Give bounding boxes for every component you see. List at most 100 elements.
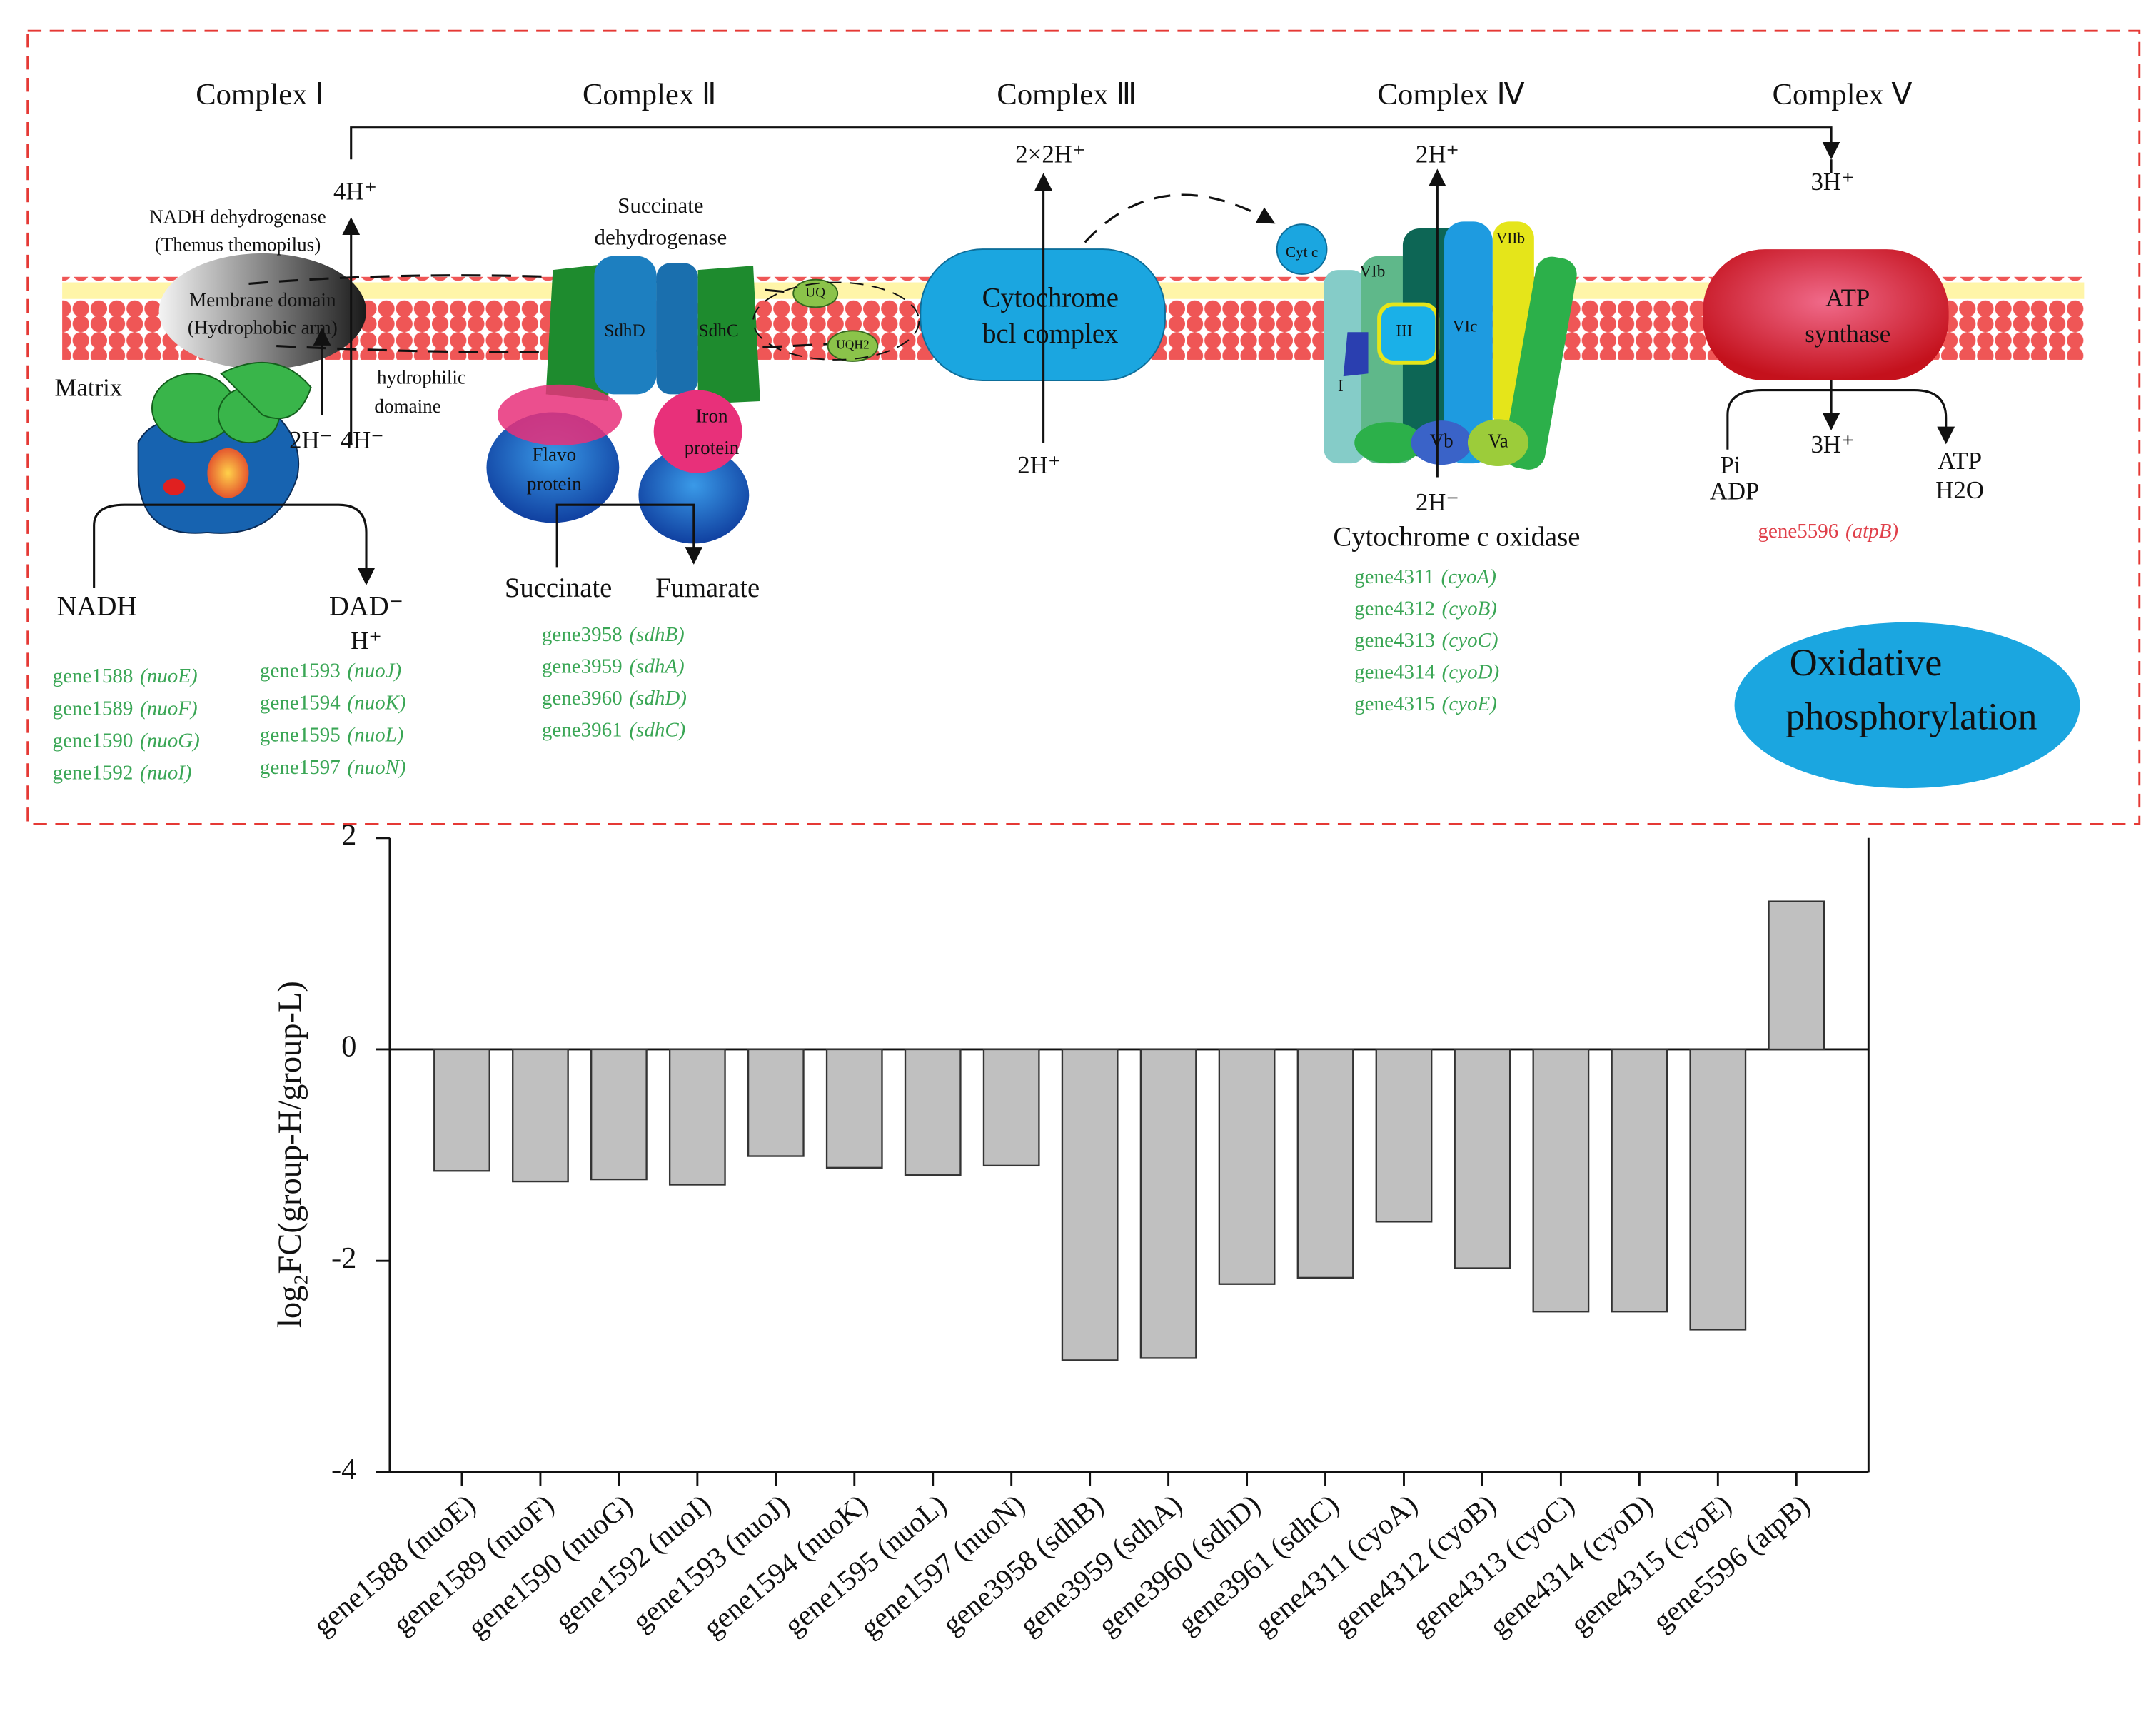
complex-label: Complex Ⅲ <box>997 78 1137 111</box>
gene-symbol: (nuoL) <box>347 723 403 746</box>
subunit <box>1343 332 1369 377</box>
pathway-label: phosphorylation <box>1785 695 2037 738</box>
gene-id: gene3960 <box>542 687 623 710</box>
gene-symbol: (cyoD) <box>1442 660 1500 683</box>
label: dehydrogenase <box>594 225 727 250</box>
cofactor <box>207 448 249 498</box>
bar <box>1139 1048 1197 1359</box>
gene-id: gene1593 <box>260 659 341 682</box>
label: ADP <box>1710 478 1760 505</box>
vb <box>1411 420 1472 465</box>
label: bcl complex <box>982 319 1118 349</box>
label: H2O <box>1935 476 1984 504</box>
gene-label: gene1593 (nuoJ) <box>260 659 401 682</box>
proton-label: 2×2H⁺ <box>1015 140 1085 168</box>
label: protein <box>527 473 582 494</box>
label: VIb <box>1359 262 1385 281</box>
subunit <box>1354 422 1424 464</box>
bar <box>668 1048 726 1186</box>
label: NADH dehydrogenase <box>149 206 326 228</box>
gene-label: gene4312 (cyoB) <box>1354 597 1497 620</box>
gene-label: gene1590 (nuoG) <box>53 729 200 752</box>
label: protein <box>685 437 740 458</box>
y-tick-label: 0 <box>341 1030 356 1064</box>
gene-symbol: (nuoI) <box>140 761 192 784</box>
complex-label: Complex Ⅳ <box>1378 78 1526 111</box>
subunit <box>1444 221 1493 464</box>
subunit <box>697 266 760 404</box>
label: Fumarate <box>655 573 760 603</box>
label: Cytochrome c oxidase <box>1333 523 1580 553</box>
gene-label: gene1594 (nuoK) <box>260 691 406 714</box>
reaction-arrow <box>1726 388 1955 450</box>
membrane-domain <box>158 253 367 370</box>
gene-id: gene3959 <box>542 655 623 677</box>
label: VIIb <box>1496 229 1525 246</box>
label: SdhC <box>699 321 739 341</box>
label: synthase <box>1805 320 1890 348</box>
gene-id: gene1597 <box>260 755 341 778</box>
reaction-arrow <box>93 503 376 588</box>
bar <box>1532 1048 1590 1313</box>
label: Succinate <box>505 573 612 603</box>
proton-label: 3H⁺ <box>1811 168 1855 196</box>
bar <box>747 1048 805 1157</box>
gene-symbol: (sdhA) <box>629 655 684 677</box>
iron-protein <box>653 390 742 473</box>
gene-label: gene4311 (cyoA) <box>1354 565 1496 588</box>
label: hydrophilic <box>377 366 466 388</box>
label: (Hydrophobic arm) <box>188 317 338 338</box>
subunit <box>497 384 623 445</box>
label: ATP <box>1938 447 1982 475</box>
gene-label: gene4315 (cyoE) <box>1354 692 1497 715</box>
atp-synthase <box>1703 249 1949 380</box>
proton-label: 2H⁻ <box>1416 488 1459 516</box>
label: SdhD <box>604 321 645 341</box>
label: domaine <box>374 395 440 417</box>
uqh2 <box>827 330 879 362</box>
label: Membrane domain <box>189 289 336 311</box>
gene-id: gene1595 <box>260 723 341 746</box>
label: Flavo <box>532 444 576 465</box>
bar <box>1454 1048 1511 1269</box>
bar <box>1689 1048 1747 1331</box>
gene-symbol: (cyoB) <box>1442 597 1497 620</box>
label: III <box>1396 322 1412 341</box>
gene-id: gene4314 <box>1354 660 1435 683</box>
label: Matrix <box>54 374 122 402</box>
label: UQ <box>805 285 825 300</box>
gene-symbol: (atpB) <box>1845 520 1898 543</box>
gene-id: gene3958 <box>542 623 623 646</box>
q-cycle <box>752 281 920 361</box>
complex-labels: Complex Ⅰ Complex Ⅱ Complex Ⅲ Complex Ⅳ … <box>196 78 1913 111</box>
bar <box>1296 1048 1354 1279</box>
proton-label: 4H⁺ <box>333 178 377 206</box>
gene-label: gene3960 (sdhD) <box>542 687 687 710</box>
label: Va <box>1488 430 1508 451</box>
gene-symbol: (cyoE) <box>1442 692 1497 715</box>
gene-id: gene4312 <box>1354 597 1435 620</box>
gene-id: gene3961 <box>542 718 623 741</box>
gene-id: gene1592 <box>53 761 134 784</box>
gene-id: gene4313 <box>1354 629 1435 652</box>
subunit <box>220 361 312 420</box>
label: H⁺ <box>351 627 382 655</box>
y-tick-label: -2 <box>331 1241 356 1275</box>
gene-label: gene1595 (nuoL) <box>260 723 403 746</box>
complex-label: Complex Ⅰ <box>196 78 323 111</box>
gene-symbol: (cyoA) <box>1441 565 1496 588</box>
bar <box>1061 1048 1119 1361</box>
label: Cytochrome <box>982 283 1119 313</box>
gene-label: gene1592 (nuoI) <box>53 761 192 784</box>
bar <box>1218 1048 1276 1285</box>
label: Succinate <box>618 193 703 218</box>
sdhc <box>656 263 698 395</box>
proton-label: 2H⁺ <box>1416 140 1459 168</box>
bar <box>1768 900 1825 1051</box>
gene-lists: gene1588 (nuoE) gene1589 (nuoF) gene1590 (nuo… <box>53 520 1899 785</box>
gene-id: gene1594 <box>260 691 341 714</box>
gene-id: gene4311 <box>1354 565 1434 588</box>
label: NADH <box>57 591 137 621</box>
